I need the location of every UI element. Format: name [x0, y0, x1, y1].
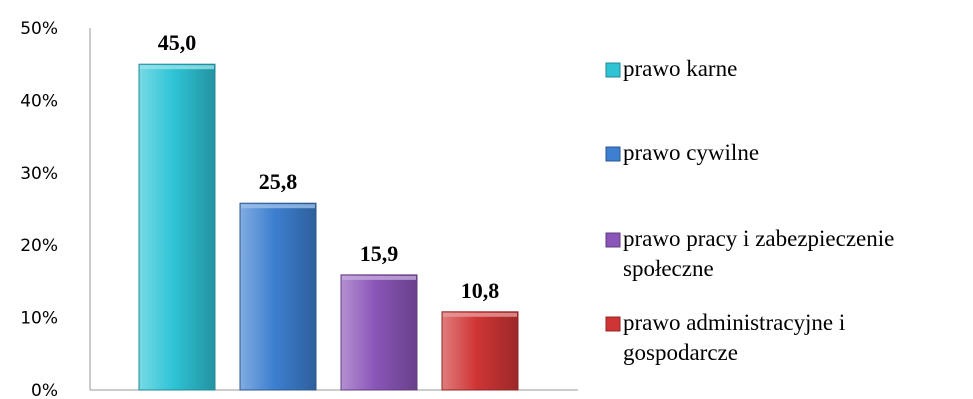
data-label: 45,0 — [158, 30, 197, 55]
bars-group — [138, 63, 519, 391]
legend-swatch — [605, 62, 621, 78]
bar-highlight — [443, 312, 517, 317]
y-tick-label: 40% — [20, 91, 58, 111]
legend-label: prawo karne — [623, 56, 737, 81]
legend: prawo karne prawo cywilne prawo pracy i za… — [605, 56, 894, 365]
bar-highlight — [140, 65, 214, 70]
legend-swatch — [605, 316, 621, 332]
bar — [138, 63, 216, 391]
data-label: 15,9 — [360, 241, 399, 266]
legend-label: prawo administracyjne i — [623, 310, 845, 335]
bar-highlight — [342, 275, 416, 280]
y-tick-label: 20% — [20, 236, 58, 256]
legend-label: gospodarcze — [623, 340, 738, 365]
bar-highlight — [241, 204, 315, 209]
y-tick-label: 0% — [31, 381, 58, 399]
data-label: 25,8 — [259, 169, 298, 194]
legend-label: społeczne — [623, 256, 714, 281]
data-label: 10,8 — [461, 278, 500, 303]
y-tick-label: 50% — [20, 19, 58, 39]
y-axis-ticks: 0% 10% 20% 30% 40% 50% — [20, 19, 58, 399]
y-tick-label: 30% — [20, 164, 58, 184]
legend-swatch — [605, 232, 621, 248]
y-tick-label: 10% — [20, 309, 58, 329]
legend-label: prawo pracy i zabezpieczenie — [623, 226, 894, 251]
bar — [340, 274, 418, 391]
bar — [441, 311, 519, 391]
legend-swatch — [605, 146, 621, 162]
data-labels-group: 45,0 25,8 15,9 10,8 — [158, 30, 500, 303]
bar — [239, 202, 317, 391]
legend-label: prawo cywilne — [623, 140, 759, 165]
